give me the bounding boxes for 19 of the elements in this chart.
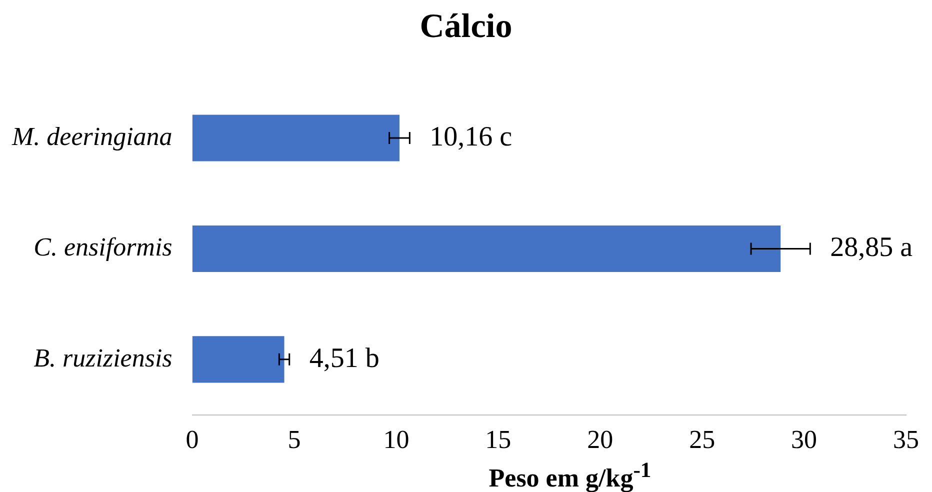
bar [192,336,284,383]
data-label: 28,85 a [830,232,914,264]
bar [192,114,400,162]
x-tick-label: 15 [485,425,512,454]
x-tick-label: 10 [383,425,410,454]
x-axis-title: Peso em g/kg$^{-1}$ [488,458,652,492]
x-tick-label: 35 [893,425,919,454]
y-tick-label: B. ruziziensis [34,343,172,372]
y-tick-label: M. deeringiana [10,122,172,151]
bar [192,225,781,272]
data-label: 4,51 b [309,342,380,374]
x-tick-label: 30 [791,425,818,454]
chart-title: Cálcio [418,8,514,46]
x-tick-label: 20 [587,425,614,454]
x-tick-label: 25 [689,425,716,454]
x-tick-label: 0 [186,425,199,454]
data-label: 10,16 c [430,121,512,152]
x-tick-label: 5 [288,425,301,454]
y-tick-label: C. ensiformis [34,232,172,262]
